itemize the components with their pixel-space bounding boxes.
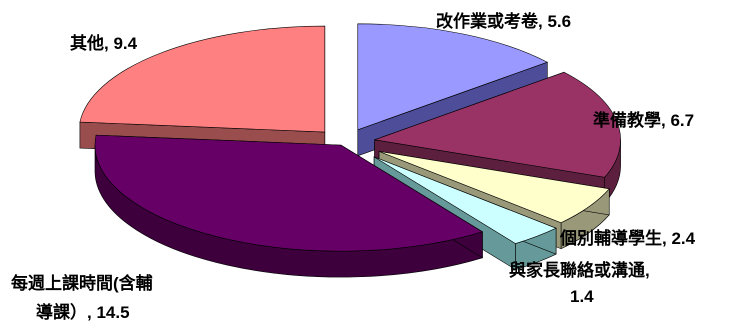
slice-top-preparation — [374, 71, 621, 178]
label-other: 其他, 9.4 — [70, 33, 138, 53]
pie-slices — [79, 23, 621, 278]
pie-labels: 改作業或考卷, 5.6 準備教學, 6.7 個別輔導學生, 2.4 與家長聯絡或… — [11, 11, 696, 322]
label-teaching-line2: 導課）, 14.5 — [36, 302, 130, 322]
slice-top-teaching — [94, 134, 484, 252]
label-tutoring: 個別輔導學生, 2.4 — [559, 228, 696, 248]
label-teaching-line1: 每週上課時間(含輔 — [11, 273, 153, 293]
slice-top-other — [79, 25, 326, 133]
label-parents-line1: 與家長聯絡或溝通, — [509, 260, 650, 280]
label-grading: 改作業或考卷, 5.6 — [436, 11, 571, 31]
label-parents-line2: 1.4 — [570, 287, 594, 306]
slice-teaching — [94, 134, 484, 278]
label-preparation: 準備教學, 6.7 — [593, 110, 694, 130]
slice-top-grading — [357, 23, 549, 131]
slice-top-parents — [373, 156, 557, 244]
slice-top-tutoring — [378, 151, 610, 224]
